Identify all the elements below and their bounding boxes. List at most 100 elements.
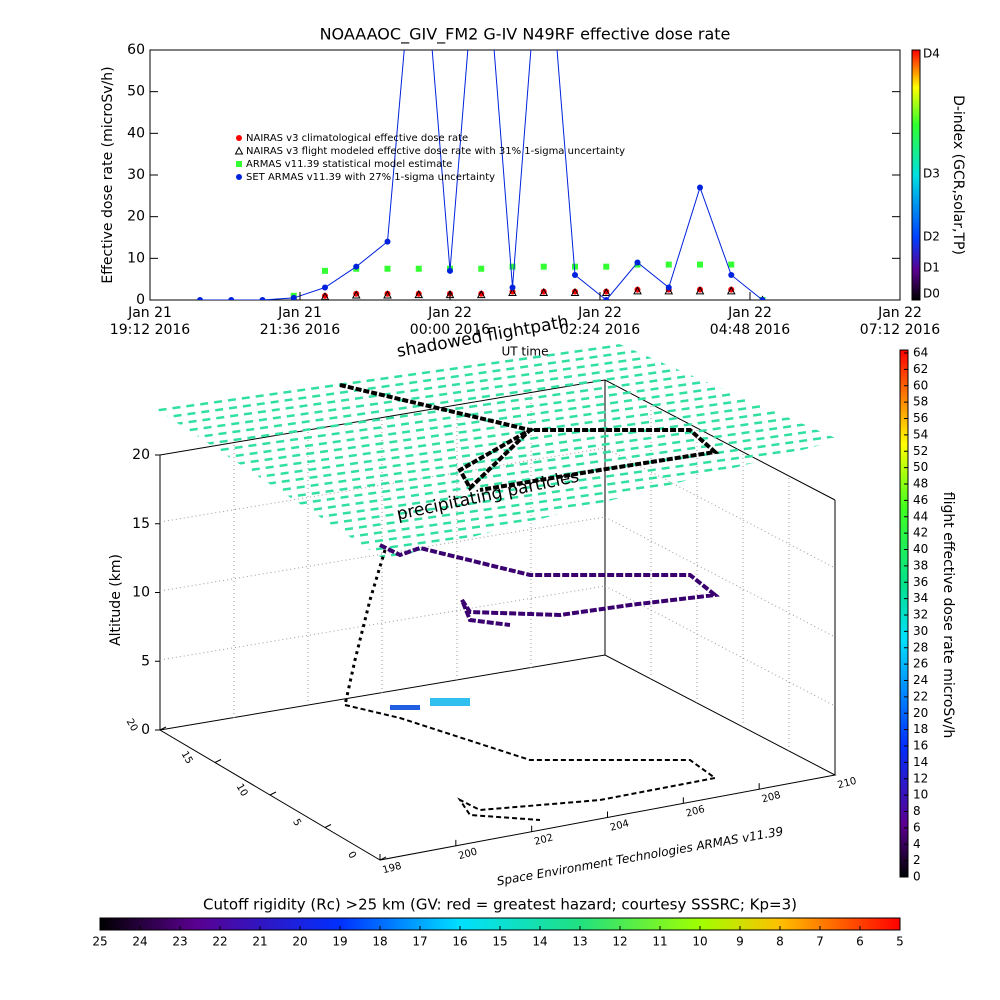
marker bbox=[509, 284, 516, 291]
z-tick-label: 20 bbox=[132, 447, 150, 463]
x-tick-label: Jan 22 bbox=[427, 305, 472, 321]
marker bbox=[540, 263, 547, 270]
colorbar-label: flight effective dose rate microSv/h bbox=[940, 492, 956, 738]
colorbar-tick-label: 16 bbox=[452, 935, 467, 949]
colorbar-tick-label: 28 bbox=[913, 640, 928, 654]
marker bbox=[540, 288, 547, 295]
colorbar-tick-label: 40 bbox=[913, 542, 928, 556]
marker bbox=[697, 184, 703, 191]
colorbar-tick-label: D1 bbox=[923, 261, 940, 275]
marker bbox=[351, 290, 361, 299]
z-tick-label: 5 bbox=[141, 653, 150, 669]
marker bbox=[572, 272, 578, 278]
colorbar-tick-label: 18 bbox=[372, 935, 387, 949]
x-tick-label: 02:24 2016 bbox=[560, 322, 641, 338]
marker bbox=[236, 135, 242, 141]
colorbar-tick-label: 15 bbox=[492, 935, 507, 949]
marker bbox=[728, 261, 735, 268]
colorbar-tick-label: 30 bbox=[913, 624, 928, 638]
z-axis-label: Altitude (km) bbox=[108, 554, 124, 646]
marker bbox=[508, 287, 517, 296]
colorbar-tick-label: 14 bbox=[913, 755, 928, 769]
marker bbox=[665, 261, 672, 268]
z-tick-label: 15 bbox=[132, 516, 150, 532]
colorbar-tick-label: D2 bbox=[923, 230, 940, 244]
marker bbox=[383, 290, 392, 299]
y-tick-label: 15 bbox=[179, 749, 195, 766]
colorbar-tick-label: 19 bbox=[332, 935, 347, 949]
colorbar-tick-label: 56 bbox=[913, 411, 928, 425]
colorbar-tick-label: 62 bbox=[913, 362, 928, 376]
colorbar-tick-label: 11 bbox=[652, 935, 667, 949]
marker bbox=[236, 174, 242, 180]
colorbar-tick-label: 13 bbox=[572, 935, 587, 949]
marker bbox=[603, 297, 610, 300]
colorbar-tick-label: D4 bbox=[923, 47, 940, 61]
marker bbox=[384, 238, 391, 245]
colorbar-label: Cutoff rigidity (Rc) >25 km (GV: red = g… bbox=[203, 896, 797, 914]
colorbar-tick-label: 14 bbox=[532, 935, 547, 949]
x-tick-label: 210 bbox=[836, 776, 857, 792]
colorbar-tick-label: 50 bbox=[913, 460, 928, 474]
marker bbox=[728, 272, 735, 278]
colorbar bbox=[911, 49, 921, 301]
colorbar-tick-label: 36 bbox=[913, 575, 928, 589]
colorbar-tick-label: 18 bbox=[913, 722, 928, 736]
blue-patch bbox=[430, 698, 470, 706]
z-tick-label: 10 bbox=[132, 585, 150, 601]
x-tick-label: Jan 21 bbox=[277, 305, 322, 321]
colorbar-tick-label: 7 bbox=[816, 935, 824, 949]
legend-label: SET ARMAS v11.39 with 27% 1-sigma uncert… bbox=[246, 172, 495, 183]
marker bbox=[478, 290, 485, 297]
marker bbox=[572, 288, 578, 295]
marker bbox=[228, 297, 235, 300]
colorbar-tick-label: 4 bbox=[913, 837, 921, 851]
x-tick-label: 04:48 2016 bbox=[710, 322, 791, 338]
y-tick-label: 10 bbox=[127, 250, 145, 266]
tick-mark bbox=[269, 791, 277, 796]
colorbar-tick-label: 58 bbox=[913, 395, 928, 409]
x-tick-label: Jan 21 bbox=[127, 305, 172, 321]
marker bbox=[509, 288, 516, 295]
x-tick-label: 00:00 2016 bbox=[410, 322, 491, 338]
y-tick-label: 20 bbox=[127, 209, 145, 225]
tick-mark bbox=[324, 824, 332, 828]
tick-mark bbox=[159, 726, 167, 731]
colorbar-tick-label: 2 bbox=[913, 853, 921, 867]
z-tick-label: 0 bbox=[141, 722, 150, 738]
colorbar-tick-label: 48 bbox=[913, 477, 928, 491]
marker bbox=[447, 267, 453, 274]
colorbar-tick-label: 23 bbox=[172, 935, 187, 949]
colorbar-tick-label: 46 bbox=[913, 493, 928, 507]
x-tick-label: 204 bbox=[609, 818, 630, 834]
legend-label: ARMAS v11.39 statistical model estimate bbox=[246, 159, 452, 170]
colorbar-tick-label: 9 bbox=[736, 935, 744, 949]
y-tick-label: 30 bbox=[127, 167, 145, 183]
colorbar-tick-label: 22 bbox=[913, 689, 928, 703]
colorbar-tick-label: 10 bbox=[913, 788, 928, 802]
x-tick-label: 208 bbox=[761, 790, 782, 806]
x-tick-label: 200 bbox=[457, 847, 478, 863]
credit: Space Environment Technologies ARMAS v11… bbox=[496, 824, 785, 888]
marker bbox=[726, 286, 736, 295]
colorbar-tick-label: 44 bbox=[913, 509, 928, 523]
colorbar-tick-label: 38 bbox=[913, 558, 928, 572]
marker bbox=[509, 263, 516, 270]
colorbar-tick-label: 17 bbox=[412, 935, 427, 949]
marker bbox=[259, 297, 266, 300]
colorbar-tick-label: 60 bbox=[913, 378, 928, 392]
marker bbox=[601, 287, 611, 296]
marker bbox=[234, 146, 244, 155]
marker bbox=[197, 297, 203, 300]
marker bbox=[664, 286, 674, 295]
blue-patch bbox=[390, 705, 420, 710]
colorbar-tick-label: 52 bbox=[913, 444, 928, 458]
colorbar-tick-label: 54 bbox=[913, 427, 928, 441]
x-tick-label: Jan 22 bbox=[877, 305, 922, 321]
marker bbox=[572, 263, 578, 270]
vertical-profile bbox=[343, 549, 387, 706]
title: NOAAAOC_GIV_FM2 G-IV N49RF effective dos… bbox=[320, 25, 731, 45]
x-tick-label: 19:12 2016 bbox=[110, 322, 191, 338]
marker bbox=[322, 267, 328, 274]
